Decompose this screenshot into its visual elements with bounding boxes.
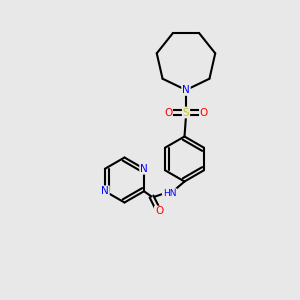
- Text: S: S: [183, 107, 189, 118]
- Text: O: O: [155, 206, 163, 217]
- Text: N: N: [182, 85, 190, 95]
- Text: N: N: [101, 186, 109, 196]
- Text: N: N: [140, 164, 148, 174]
- Text: O: O: [164, 107, 172, 118]
- Text: O: O: [200, 107, 208, 118]
- Text: HN: HN: [163, 189, 176, 198]
